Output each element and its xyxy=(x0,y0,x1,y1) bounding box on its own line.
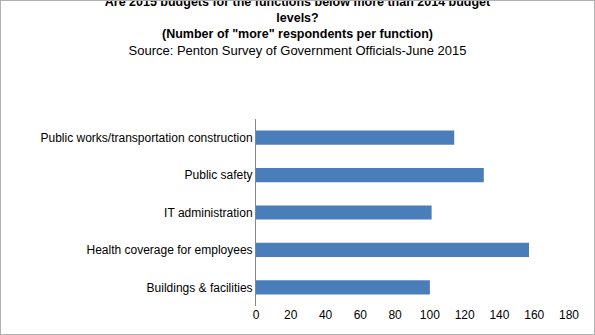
svg-text:Are 2015 budgets for the funct: Are 2015 budgets for the functions below… xyxy=(105,1,491,58)
svg-text:100: 100 xyxy=(420,308,440,322)
svg-text:Health coverage for employees: Health coverage for employees xyxy=(87,243,253,257)
svg-text:Buildings & facilities: Buildings & facilities xyxy=(147,281,253,295)
svg-text:160: 160 xyxy=(524,308,544,322)
svg-text:IT administration: IT administration xyxy=(164,206,252,220)
svg-text:60: 60 xyxy=(354,308,368,322)
svg-text:Public works/transportation co: Public works/transportation construction xyxy=(40,131,252,145)
svg-text:180: 180 xyxy=(559,308,579,322)
svg-text:Public safety: Public safety xyxy=(185,168,253,182)
svg-text:80: 80 xyxy=(388,308,402,322)
svg-text:140: 140 xyxy=(489,308,509,322)
svg-text:20: 20 xyxy=(284,308,298,322)
svg-text:0: 0 xyxy=(253,308,260,322)
svg-text:40: 40 xyxy=(319,308,333,322)
svg-text:120: 120 xyxy=(455,308,475,322)
